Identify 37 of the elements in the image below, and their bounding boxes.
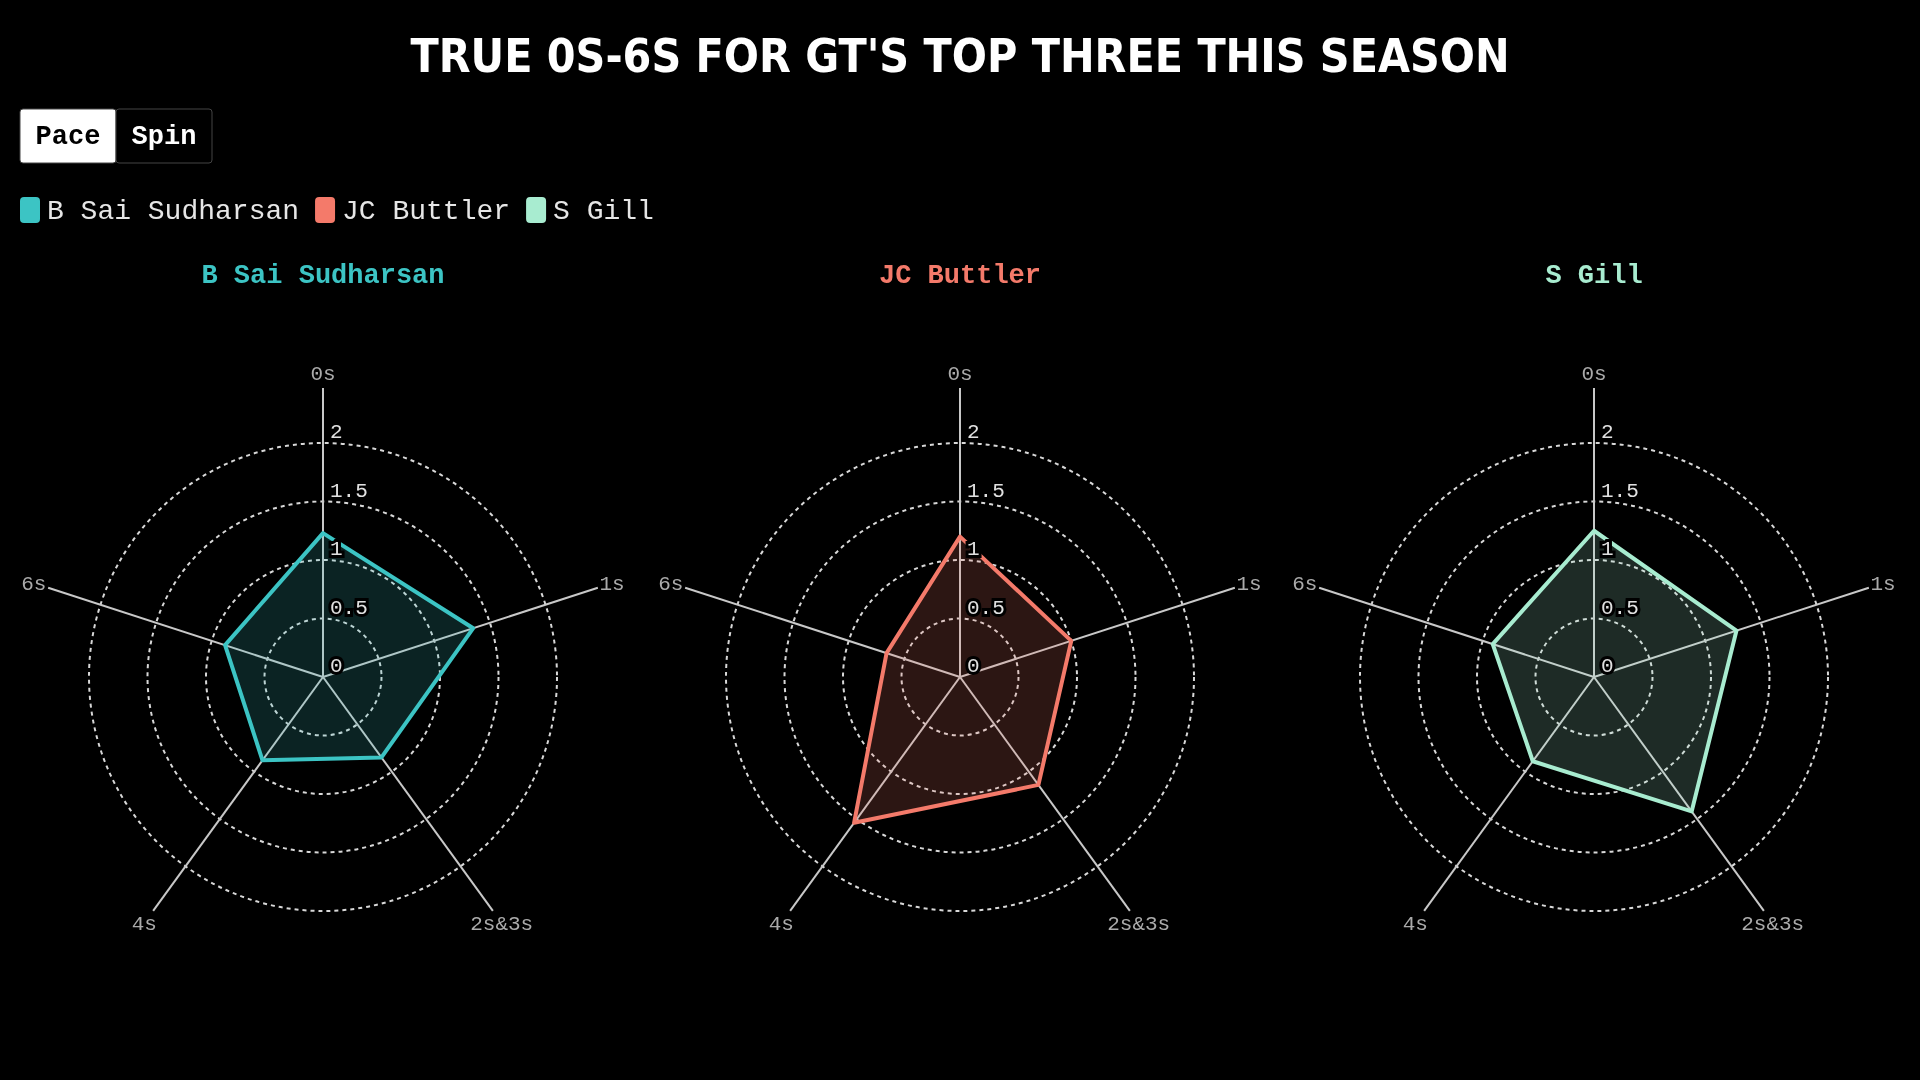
spoke-label: 2s&3s xyxy=(470,912,534,936)
spoke-label: 4s xyxy=(131,912,157,936)
text: B Sai Sudharsan xyxy=(201,261,445,291)
y-tick-label: 1 xyxy=(1601,538,1614,561)
y-tick-label: 0 xyxy=(1601,655,1614,678)
spoke-label: 2s&3s xyxy=(1741,912,1805,936)
spoke-label: 1s xyxy=(1236,573,1262,597)
spoke-label: 6s xyxy=(658,573,684,597)
spoke-label: 6s xyxy=(21,573,47,597)
spoke-label: 0s xyxy=(310,363,336,386)
y-tick-label: 2 xyxy=(330,421,343,444)
spoke-label: 1s xyxy=(1870,573,1896,597)
legend-label: JC Buttler xyxy=(342,196,511,227)
spoke-label: 0s xyxy=(1581,363,1607,386)
text: TRUE 0S-6S FOR GT'S TOP THREE THIS SEASON xyxy=(410,29,1510,83)
y-tick-label: 0.5 xyxy=(967,596,1005,620)
y-tick-label: 0 xyxy=(967,655,980,678)
text: S Gill xyxy=(1545,261,1643,291)
legend-label: B Sai Sudharsan xyxy=(47,196,300,227)
spoke-label: 2s&3s xyxy=(1107,912,1171,936)
y-tick-label: 1.5 xyxy=(1601,479,1639,503)
text: JC Buttler xyxy=(878,261,1042,291)
toggle-buttons: Pace Spin xyxy=(19,108,213,164)
y-tick-label: 1.5 xyxy=(330,479,368,503)
spoke-label: 1s xyxy=(599,573,625,597)
y-tick-label: 0 xyxy=(330,655,343,678)
spoke-label: 4s xyxy=(1402,912,1428,936)
y-tick-label: 1.5 xyxy=(967,479,1005,503)
y-tick-label: 0.5 xyxy=(330,596,368,620)
spoke-label: 4s xyxy=(768,912,794,936)
y-tick-label: 0.5 xyxy=(1601,596,1639,620)
legend-label: S Gill xyxy=(553,196,654,227)
y-tick-label: 2 xyxy=(1601,421,1614,444)
y-tick-label: 1 xyxy=(330,538,343,561)
y-tick-label: 2 xyxy=(967,421,980,444)
spoke-label: 6s xyxy=(1292,573,1318,597)
spoke-label: 0s xyxy=(947,363,973,386)
